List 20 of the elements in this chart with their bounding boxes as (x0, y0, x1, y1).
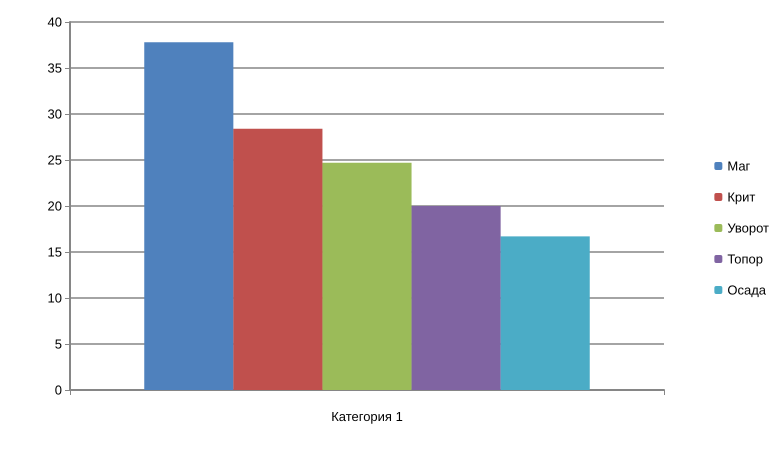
y-tick-label: 0 (54, 382, 62, 398)
legend-label: Осада (727, 282, 767, 298)
bar (322, 162, 412, 390)
legend-label: Маг (727, 158, 751, 174)
y-tick-label: 5 (54, 336, 62, 352)
y-tick-label: 15 (48, 244, 62, 260)
legend-label: Уворот (727, 220, 770, 236)
bar (412, 206, 501, 390)
bar (500, 236, 590, 390)
bar (233, 128, 322, 390)
y-tick-label: 35 (48, 60, 62, 76)
y-tick-label: 10 (48, 290, 62, 306)
x-tick-label: Категория 1 (331, 409, 403, 424)
y-tick-label: 30 (48, 106, 62, 122)
bar (144, 42, 234, 390)
legend-label: Топор (727, 252, 764, 266)
y-tick-label: 20 (48, 198, 62, 214)
legend-label: Крит (727, 190, 756, 204)
y-tick-label: 40 (48, 14, 62, 30)
y-tick-label: 25 (48, 152, 62, 168)
